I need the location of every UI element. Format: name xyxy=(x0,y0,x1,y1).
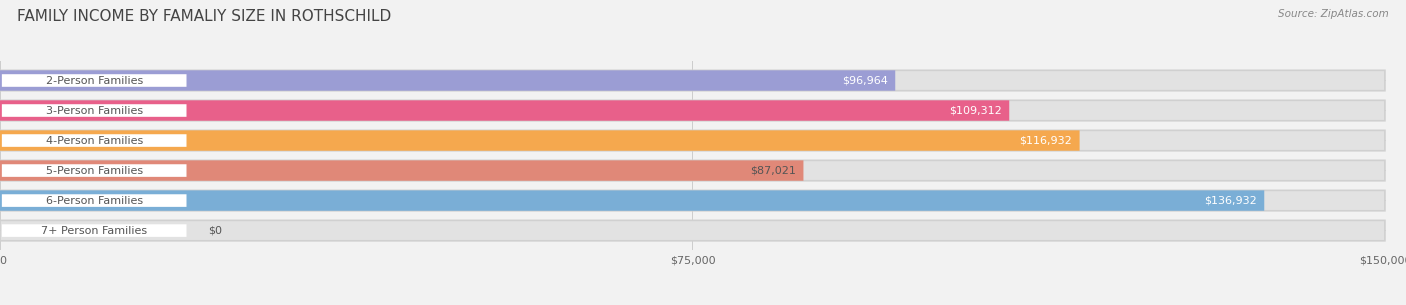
FancyBboxPatch shape xyxy=(0,160,803,181)
FancyBboxPatch shape xyxy=(1,134,187,147)
Text: 3-Person Families: 3-Person Families xyxy=(45,106,143,116)
Text: $96,964: $96,964 xyxy=(842,76,887,85)
Text: 7+ Person Families: 7+ Person Families xyxy=(41,226,148,235)
FancyBboxPatch shape xyxy=(0,70,896,91)
FancyBboxPatch shape xyxy=(0,130,1080,151)
FancyBboxPatch shape xyxy=(0,190,1264,211)
FancyBboxPatch shape xyxy=(0,100,1010,121)
FancyBboxPatch shape xyxy=(0,160,1385,181)
Text: $116,932: $116,932 xyxy=(1019,135,1073,145)
FancyBboxPatch shape xyxy=(1,104,187,117)
Text: $109,312: $109,312 xyxy=(949,106,1002,116)
FancyBboxPatch shape xyxy=(1,194,187,207)
FancyBboxPatch shape xyxy=(1,164,187,177)
Text: 4-Person Families: 4-Person Families xyxy=(45,135,143,145)
FancyBboxPatch shape xyxy=(0,130,1385,151)
FancyBboxPatch shape xyxy=(0,100,1385,121)
Text: FAMILY INCOME BY FAMALIY SIZE IN ROTHSCHILD: FAMILY INCOME BY FAMALIY SIZE IN ROTHSCH… xyxy=(17,9,391,24)
Text: 6-Person Families: 6-Person Families xyxy=(45,196,143,206)
FancyBboxPatch shape xyxy=(1,224,187,237)
FancyBboxPatch shape xyxy=(0,221,1385,241)
Text: $136,932: $136,932 xyxy=(1204,196,1257,206)
FancyBboxPatch shape xyxy=(1,74,187,87)
FancyBboxPatch shape xyxy=(0,70,1385,91)
FancyBboxPatch shape xyxy=(0,190,1385,211)
Text: 2-Person Families: 2-Person Families xyxy=(45,76,143,85)
Text: Source: ZipAtlas.com: Source: ZipAtlas.com xyxy=(1278,9,1389,19)
Text: 5-Person Families: 5-Person Families xyxy=(45,166,143,176)
Text: $87,021: $87,021 xyxy=(751,166,796,176)
Text: $0: $0 xyxy=(208,226,222,235)
